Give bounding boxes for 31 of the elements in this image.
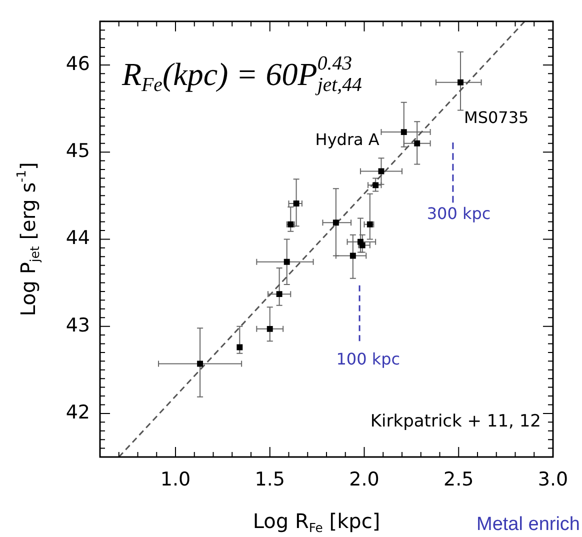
point — [332, 220, 339, 226]
x-tick-label: 2.0 — [349, 468, 380, 490]
point — [372, 182, 379, 188]
point — [197, 360, 204, 367]
y-tick-label: 46 — [66, 52, 90, 75]
point — [284, 258, 290, 265]
annotation: MS0735 — [464, 108, 529, 128]
point — [359, 242, 366, 248]
point — [366, 221, 373, 228]
annotation: Hydra A — [315, 130, 380, 149]
point — [293, 200, 300, 206]
x-tick-label: 3.0 — [538, 468, 568, 490]
y-tick-label: 44 — [66, 227, 90, 250]
annotation: 300 kpc — [426, 204, 491, 223]
point — [414, 140, 420, 146]
x-tick-label: 1.5 — [254, 468, 285, 490]
annotation: 100 kpc — [336, 349, 400, 368]
y-axis-title: Log Pjet [erg s-1] — [14, 162, 42, 316]
point — [458, 79, 464, 86]
point — [276, 291, 282, 298]
x-tick-label: 2.5 — [444, 468, 474, 490]
y-tick-label: 42 — [66, 401, 90, 424]
text: Metal enrich — [476, 514, 580, 536]
point — [236, 344, 243, 350]
y-tick-label: 45 — [66, 140, 90, 162]
point — [400, 129, 407, 136]
annotation: Kirkpatrick + 11, 12 — [370, 411, 542, 432]
point — [266, 326, 273, 332]
y-tick-label: 43 — [66, 314, 90, 336]
x-tick-label: 1.0 — [160, 468, 191, 490]
point — [350, 252, 356, 259]
